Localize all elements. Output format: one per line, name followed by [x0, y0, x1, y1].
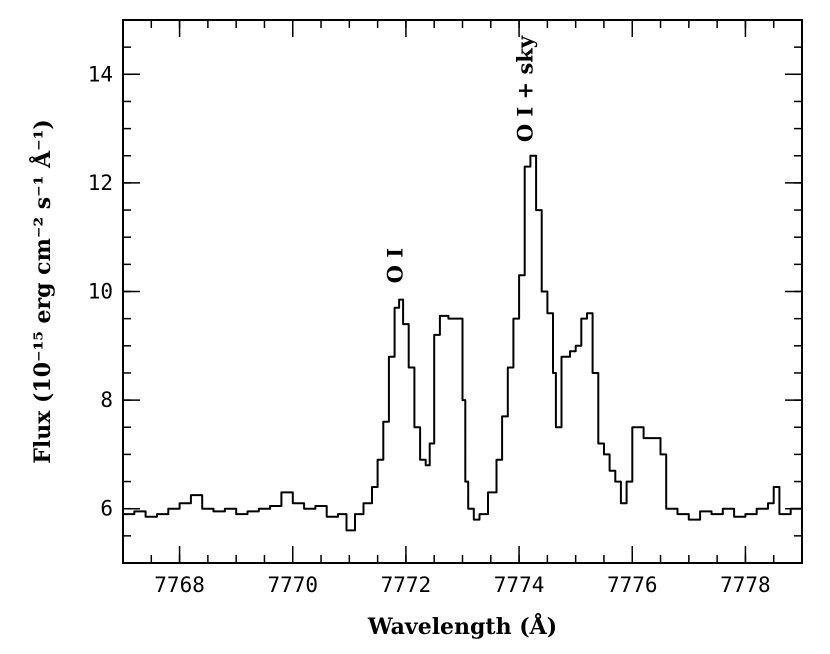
annotations: O I O I + sky [383, 35, 538, 283]
tick-labels: 7768 7770 7772 7774 7776 7778 6 8 10 12 14 [88, 62, 771, 597]
peak-annotation: O I [383, 248, 408, 283]
peak-annotation: O I + sky [513, 35, 538, 142]
x-tick-label: 7770 [267, 573, 318, 597]
y-tick-label: 14 [88, 62, 113, 86]
y-tick-label: 6 [100, 497, 113, 521]
plot-frame [122, 19, 803, 564]
tick-marks [122, 19, 803, 564]
y-axis-label: Flux (10⁻¹⁵ erg cm⁻² s⁻¹ Å⁻¹) [29, 119, 56, 464]
flux-spectrum-line [123, 154, 803, 532]
y-tick-label: 12 [88, 171, 113, 195]
x-tick-label: 7776 [607, 573, 658, 597]
y-tick-label: 10 [88, 280, 113, 304]
x-tick-label: 7778 [720, 573, 771, 597]
x-tick-label: 7774 [494, 573, 545, 597]
x-tick-label: 7772 [381, 573, 432, 597]
y-tick-label: 8 [100, 388, 113, 412]
x-tick-label: 7768 [154, 573, 205, 597]
axes [122, 19, 803, 564]
x-axis-label: Wavelength (Å) [367, 613, 557, 640]
